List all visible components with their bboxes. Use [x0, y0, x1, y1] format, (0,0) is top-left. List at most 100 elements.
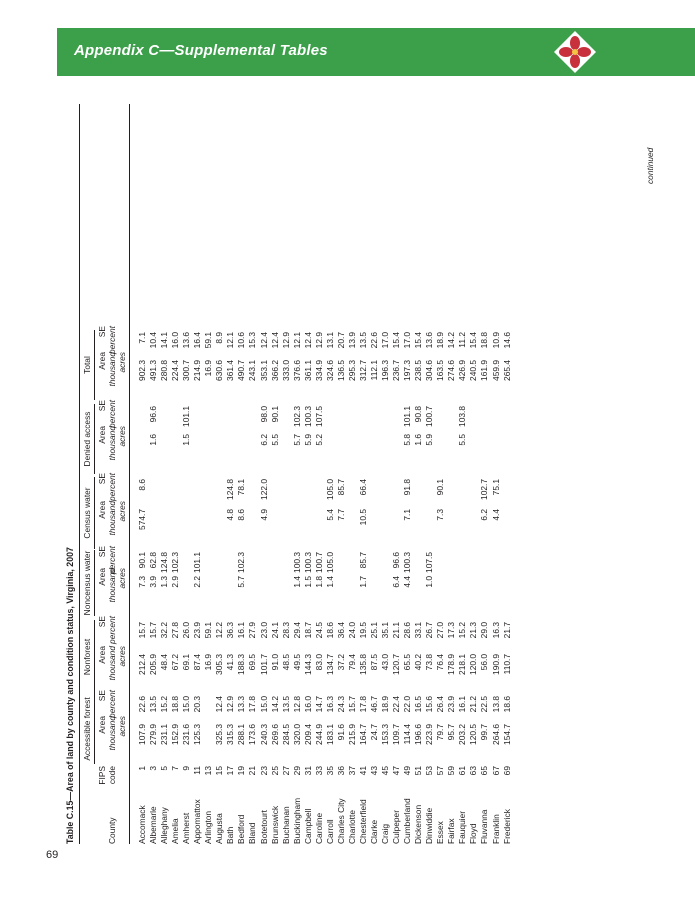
se-cell: 35.1 [380, 622, 391, 639]
se-cell: 18.7 [302, 622, 313, 639]
se-cell: 100.7 [313, 552, 324, 573]
se-cell: 96.6 [148, 406, 159, 423]
table-row: Charles City 36 91.6 24.3 37.2 36.4 7.7 85.7 136… [336, 104, 347, 844]
fips-cell: 41 [357, 766, 368, 776]
se-cell: 100.3 [302, 552, 313, 573]
county-name: Amelia [170, 818, 181, 844]
se-cell: 7.1 [137, 332, 147, 344]
se-cell: 85.7 [335, 479, 346, 496]
se-cell: 124.8 [159, 552, 170, 573]
fips-cell: 27 [280, 766, 291, 776]
se-header: SE percent [97, 473, 117, 501]
appendix-banner: Appendix C—Supplemental Tables [57, 28, 695, 76]
table-row: Buchanan 27 284.5 13.5 48.5 28.3 333.0 12.9 [281, 104, 292, 844]
se-cell: 59.1 [203, 332, 214, 349]
county-name: Fairfax [446, 818, 457, 844]
se-header: SE percent [97, 690, 117, 718]
se-cell: 17.0 [402, 332, 413, 349]
se-cell: 8.9 [214, 332, 225, 344]
se-cell: 78.1 [236, 479, 247, 496]
table-row: Carroll 35 183.1 16.3 134.7 18.6 1.4 105.0 5.4 10… [325, 104, 336, 844]
se-cell: 29.4 [291, 622, 302, 639]
county-name: Brunswick [269, 805, 280, 844]
se-cell: 22.6 [137, 696, 147, 713]
group-underline [94, 550, 95, 616]
se-cell: 12.4 [214, 696, 225, 713]
fips-cell: 29 [291, 766, 302, 776]
se-cell: 13.5 [148, 696, 159, 713]
se-cell: 16.3 [490, 622, 501, 639]
se-cell: 16.0 [302, 696, 313, 713]
se-cell: 124.8 [225, 479, 236, 500]
se-cell: 12.4 [302, 332, 313, 349]
se-cell: 14.7 [313, 696, 324, 713]
se-cell: 18.9 [435, 332, 446, 349]
se-cell: 107.5 [313, 406, 324, 427]
table-row: Amelia 7 152.9 18.8 67.2 27.8 2.9 102.3 224.4 16.… [170, 104, 181, 844]
se-cell: 90.8 [413, 406, 424, 423]
fips-cell: 31 [302, 766, 313, 776]
table-row: Accomack 1 107.9 22.6 212.4 15.7 7.3 90.1 574.7 8… [137, 104, 148, 844]
county-name: Bath [225, 826, 236, 844]
se-cell: 13.5 [357, 332, 368, 349]
county-name: Bedford [236, 814, 247, 844]
se-cell: 15.7 [137, 622, 147, 639]
se-cell: 15.2 [159, 696, 170, 713]
se-cell: 100.3 [291, 552, 302, 573]
fips-cell: 25 [269, 766, 280, 776]
se-cell: 103.8 [457, 406, 468, 427]
table-row: Bedford 19 288.1 13.3 188.3 16.1 5.7 102.3 8.6 78… [236, 104, 247, 844]
se-cell: 19.5 [357, 622, 368, 639]
table-row: Fairfax 59 95.7 23.9 178.9 17.3 274.6 14.2 [446, 104, 457, 844]
table-row: Bath 17 315.3 12.9 41.3 36.3 4.8 124.8 361.4 12.1 [225, 104, 236, 844]
fips-cell: 59 [446, 766, 457, 776]
se-cell: 26.7 [424, 622, 435, 639]
table-row: Franklin 67 264.6 13.8 190.9 16.3 4.4 75.1 459.9… [491, 104, 502, 844]
county-name: Arlington [203, 810, 214, 844]
group-underline [94, 477, 95, 549]
fips-cell: 13 [203, 766, 214, 776]
se-cell: 14.6 [501, 332, 512, 349]
group-underline [94, 404, 95, 474]
se-cell: 18.8 [170, 696, 181, 713]
se-cell: 8.6 [137, 479, 147, 491]
group-header: Noncensus water [82, 550, 92, 616]
table-row: Arlington 13 16.9 59.1 16.9 59.1 [203, 104, 214, 844]
se-header: SE percent [97, 546, 117, 574]
group-underline [94, 694, 95, 764]
group-header: Accessible forest [82, 697, 92, 761]
se-cell: 100.7 [424, 406, 435, 427]
se-cell: 16.4 [192, 332, 203, 349]
se-cell: 12.9 [313, 332, 324, 349]
se-cell: 75.1 [490, 479, 501, 496]
se-cell: 21.1 [391, 622, 402, 639]
se-cell: 21.2 [468, 696, 479, 713]
county-name: Carroll [324, 819, 335, 844]
se-cell: 15.2 [457, 622, 468, 639]
se-cell: 15.7 [346, 696, 357, 713]
se-cell: 15.7 [148, 622, 159, 639]
county-name: Franklin [490, 814, 501, 844]
table-row: Amherst 9 231.6 15.0 69.1 26.0 1.5 101.1 300.7 13… [181, 104, 192, 844]
se-cell: 36.3 [225, 622, 236, 639]
se-cell: 17.8 [247, 696, 258, 713]
se-cell: 101.1 [192, 552, 203, 573]
se-cell: 21.3 [468, 622, 479, 639]
se-cell: 25.1 [368, 622, 379, 639]
se-cell: 102.3 [170, 552, 181, 573]
se-cell: 105.0 [324, 552, 335, 573]
se-cell: 26.0 [181, 622, 192, 639]
table-row: Essex 57 79.7 26.4 76.4 27.0 7.3 90.1 163.5 18.9 [435, 104, 446, 844]
fips-cell: 9 [181, 766, 192, 771]
fips-cell: 51 [413, 766, 424, 776]
group-underline [94, 620, 95, 694]
county-header: County [107, 817, 117, 844]
dogwood-flower-icon [554, 31, 596, 73]
fips-cell: 61 [457, 766, 468, 776]
county-name: Charlotte [346, 810, 357, 844]
se-cell: 98.0 [258, 406, 269, 423]
se-cell: 17.8 [357, 696, 368, 713]
se-cell: 12.9 [225, 696, 236, 713]
se-cell: 16.1 [457, 696, 468, 713]
se-cell: 66.4 [357, 479, 368, 496]
